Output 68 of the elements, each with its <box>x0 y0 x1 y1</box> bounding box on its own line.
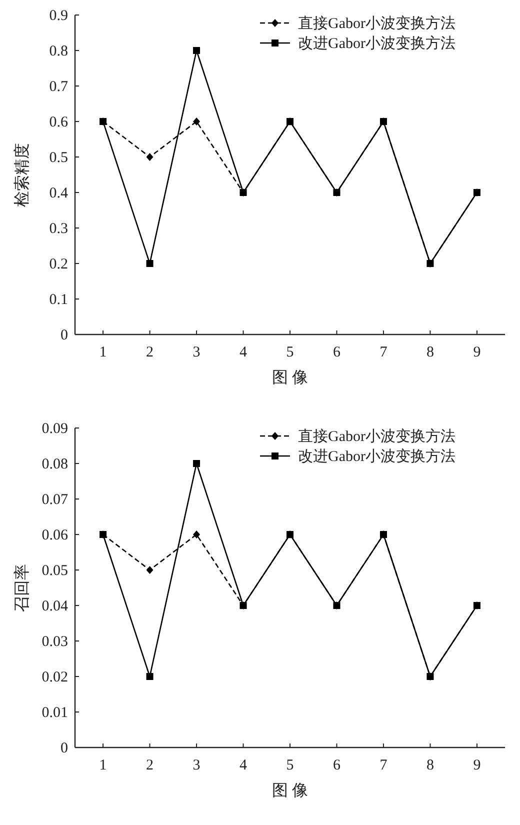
point <box>333 189 340 196</box>
y-tick-label: 0.6 <box>49 114 68 130</box>
point <box>100 118 107 125</box>
point <box>193 530 200 538</box>
x-tick-label: 5 <box>286 757 294 773</box>
point <box>333 602 340 608</box>
y-tick-label: 0.03 <box>42 634 68 650</box>
point <box>146 153 154 161</box>
point <box>193 118 200 126</box>
x-tick-label: 4 <box>240 757 248 773</box>
x-tick-label: 8 <box>426 757 434 773</box>
y-tick-label: 0.09 <box>42 420 68 436</box>
x-axis-title: 图 像 <box>272 782 308 799</box>
point <box>240 189 247 196</box>
y-tick-label: 0.02 <box>42 669 68 685</box>
y-axis-title: 召回率 <box>13 563 31 612</box>
y-tick-label: 0.06 <box>42 527 68 543</box>
y-tick-label: 0.2 <box>49 256 68 272</box>
x-tick-label: 8 <box>426 344 434 360</box>
point <box>193 460 200 466</box>
x-tick-label: 3 <box>192 344 200 360</box>
y-tick-label: 0.08 <box>42 456 68 472</box>
x-tick-label: 3 <box>192 757 200 773</box>
legend-label: 改进Gabor小波变换方法 <box>298 35 456 52</box>
y-tick-label: 0.8 <box>49 44 68 60</box>
y-tick-label: 0.7 <box>49 79 68 95</box>
y-tick-label: 0.05 <box>42 562 68 578</box>
y-tick-label: 0.1 <box>49 292 68 308</box>
x-axis-title: 图 像 <box>272 370 308 386</box>
point <box>146 672 154 680</box>
x-tick-label: 4 <box>240 344 248 360</box>
y-tick-label: 0.4 <box>49 186 68 202</box>
x-tick-label: 9 <box>473 344 481 360</box>
y-tick-label: 0 <box>60 328 68 344</box>
point <box>473 189 480 196</box>
point <box>380 530 387 538</box>
x-tick-label: 2 <box>146 344 154 360</box>
point <box>193 47 200 54</box>
y-tick-label: 0.01 <box>42 704 68 720</box>
y-axis-title: 检索精度 <box>13 142 31 207</box>
point <box>240 602 247 608</box>
point <box>286 118 294 125</box>
y-tick-label: 0.9 <box>49 8 68 24</box>
legend-label: 改进Gabor小波变换方法 <box>298 448 456 464</box>
y-tick-label: 0.07 <box>42 492 68 508</box>
legend-label: 直接Gabor小波变换方法 <box>298 15 456 32</box>
point <box>426 260 434 267</box>
x-tick-label: 6 <box>332 344 341 360</box>
x-tick-label: 1 <box>99 344 107 360</box>
point <box>473 602 480 608</box>
x-tick-label: 1 <box>99 757 107 773</box>
x-tick-label: 7 <box>380 344 388 360</box>
point <box>100 530 107 538</box>
x-tick-label: 5 <box>286 344 294 360</box>
point <box>146 260 154 267</box>
x-tick-label: 9 <box>473 757 481 773</box>
y-tick-label: 0.04 <box>42 598 68 614</box>
y-tick-label: 0 <box>60 740 68 756</box>
point <box>380 118 387 125</box>
y-tick-label: 0.3 <box>49 221 68 237</box>
x-tick-label: 6 <box>332 757 341 773</box>
x-tick-label: 7 <box>380 757 388 773</box>
x-tick-label: 2 <box>146 757 154 773</box>
point <box>146 566 154 574</box>
point <box>286 530 294 538</box>
point <box>426 672 434 680</box>
legend-label: 直接Gabor小波变换方法 <box>298 428 456 444</box>
y-tick-label: 0.5 <box>49 150 68 166</box>
